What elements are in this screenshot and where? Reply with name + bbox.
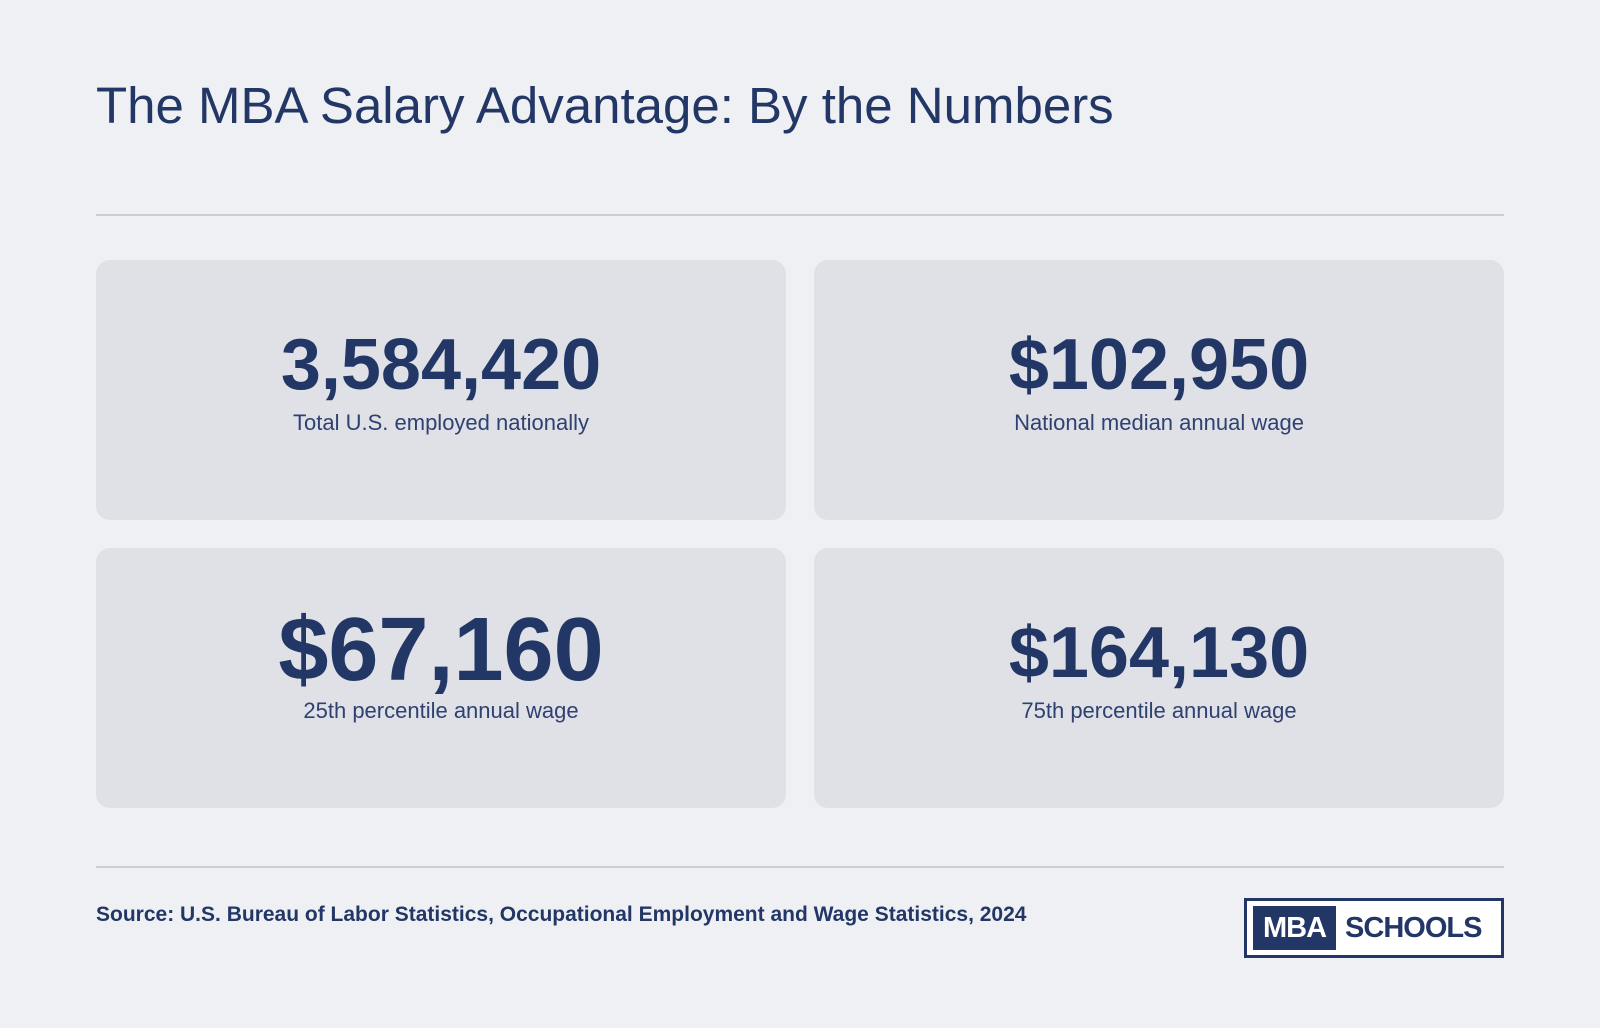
stat-value: $102,950 <box>1008 325 1310 405</box>
stat-card-total-employed: 3,584,420 Total U.S. employed nationally <box>96 260 786 520</box>
stat-card-75th-percentile: $164,130 75th percentile annual wage <box>814 548 1504 808</box>
stat-card-25th-percentile: $67,160 25th percentile annual wage <box>96 548 786 808</box>
stat-label: 25th percentile annual wage <box>303 698 579 723</box>
stat-label: National median annual wage <box>1014 410 1304 435</box>
logo-schools-text: SCHOOLS <box>1345 912 1482 944</box>
stat-value: $67,160 <box>278 600 604 700</box>
stat-label: Total U.S. employed nationally <box>293 410 589 435</box>
page-title: The MBA Salary Advantage: By the Numbers <box>96 77 1114 134</box>
stat-value: 3,584,420 <box>280 325 602 405</box>
stat-label: 75th percentile annual wage <box>1021 698 1297 723</box>
stat-value: $164,130 <box>1008 613 1310 693</box>
logo-mba-text: MBA <box>1253 906 1337 950</box>
bottom-divider <box>96 866 1504 868</box>
top-divider <box>96 214 1504 216</box>
stat-card-median-wage: $102,950 National median annual wage <box>814 260 1504 520</box>
source-citation: Source: U.S. Bureau of Labor Statistics,… <box>96 903 1027 926</box>
mba-schools-logo: MBA SCHOOLS <box>1244 898 1504 958</box>
